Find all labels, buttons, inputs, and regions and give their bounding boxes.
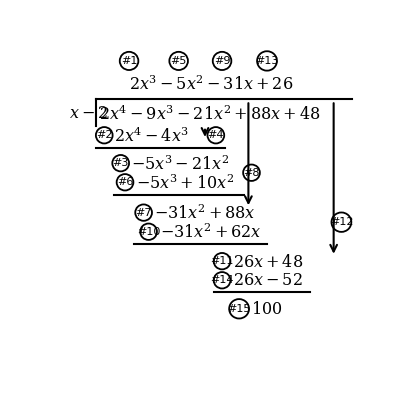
Text: #13: #13 bbox=[255, 56, 279, 66]
Text: $100$: $100$ bbox=[250, 300, 282, 317]
Text: #15: #15 bbox=[228, 304, 251, 314]
Text: #12: #12 bbox=[330, 217, 353, 227]
Text: #1: #1 bbox=[121, 56, 137, 66]
Text: #5: #5 bbox=[170, 56, 187, 66]
Text: $26x-52$: $26x-52$ bbox=[233, 272, 302, 288]
Text: #7: #7 bbox=[135, 208, 152, 217]
Text: #2: #2 bbox=[96, 130, 112, 140]
Text: #10: #10 bbox=[137, 227, 160, 237]
Text: #9: #9 bbox=[214, 56, 230, 66]
Text: $26x+48$: $26x+48$ bbox=[233, 253, 303, 269]
Text: $x-2$: $x-2$ bbox=[69, 106, 108, 121]
Text: #4: #4 bbox=[208, 130, 224, 140]
Text: $-31x^2+88x$: $-31x^2+88x$ bbox=[154, 203, 256, 222]
Text: $2x^3-5x^2-31x+26$: $2x^3-5x^2-31x+26$ bbox=[129, 74, 293, 93]
Text: #6: #6 bbox=[117, 177, 133, 187]
Text: #14: #14 bbox=[210, 275, 234, 285]
Text: $-5x^3+10x^2$: $-5x^3+10x^2$ bbox=[136, 173, 234, 191]
Text: $-31x^2+62x$: $-31x^2+62x$ bbox=[160, 222, 262, 241]
Text: #8: #8 bbox=[243, 168, 260, 178]
Text: $2x^4-9x^3-21x^2+88x+48$: $2x^4-9x^3-21x^2+88x+48$ bbox=[99, 104, 320, 123]
Text: $-5x^3-21x^2$: $-5x^3-21x^2$ bbox=[131, 154, 230, 173]
Text: #11: #11 bbox=[210, 256, 234, 266]
Text: $2x^4-4x^3$: $2x^4-4x^3$ bbox=[114, 126, 189, 145]
Text: #3: #3 bbox=[112, 158, 129, 168]
